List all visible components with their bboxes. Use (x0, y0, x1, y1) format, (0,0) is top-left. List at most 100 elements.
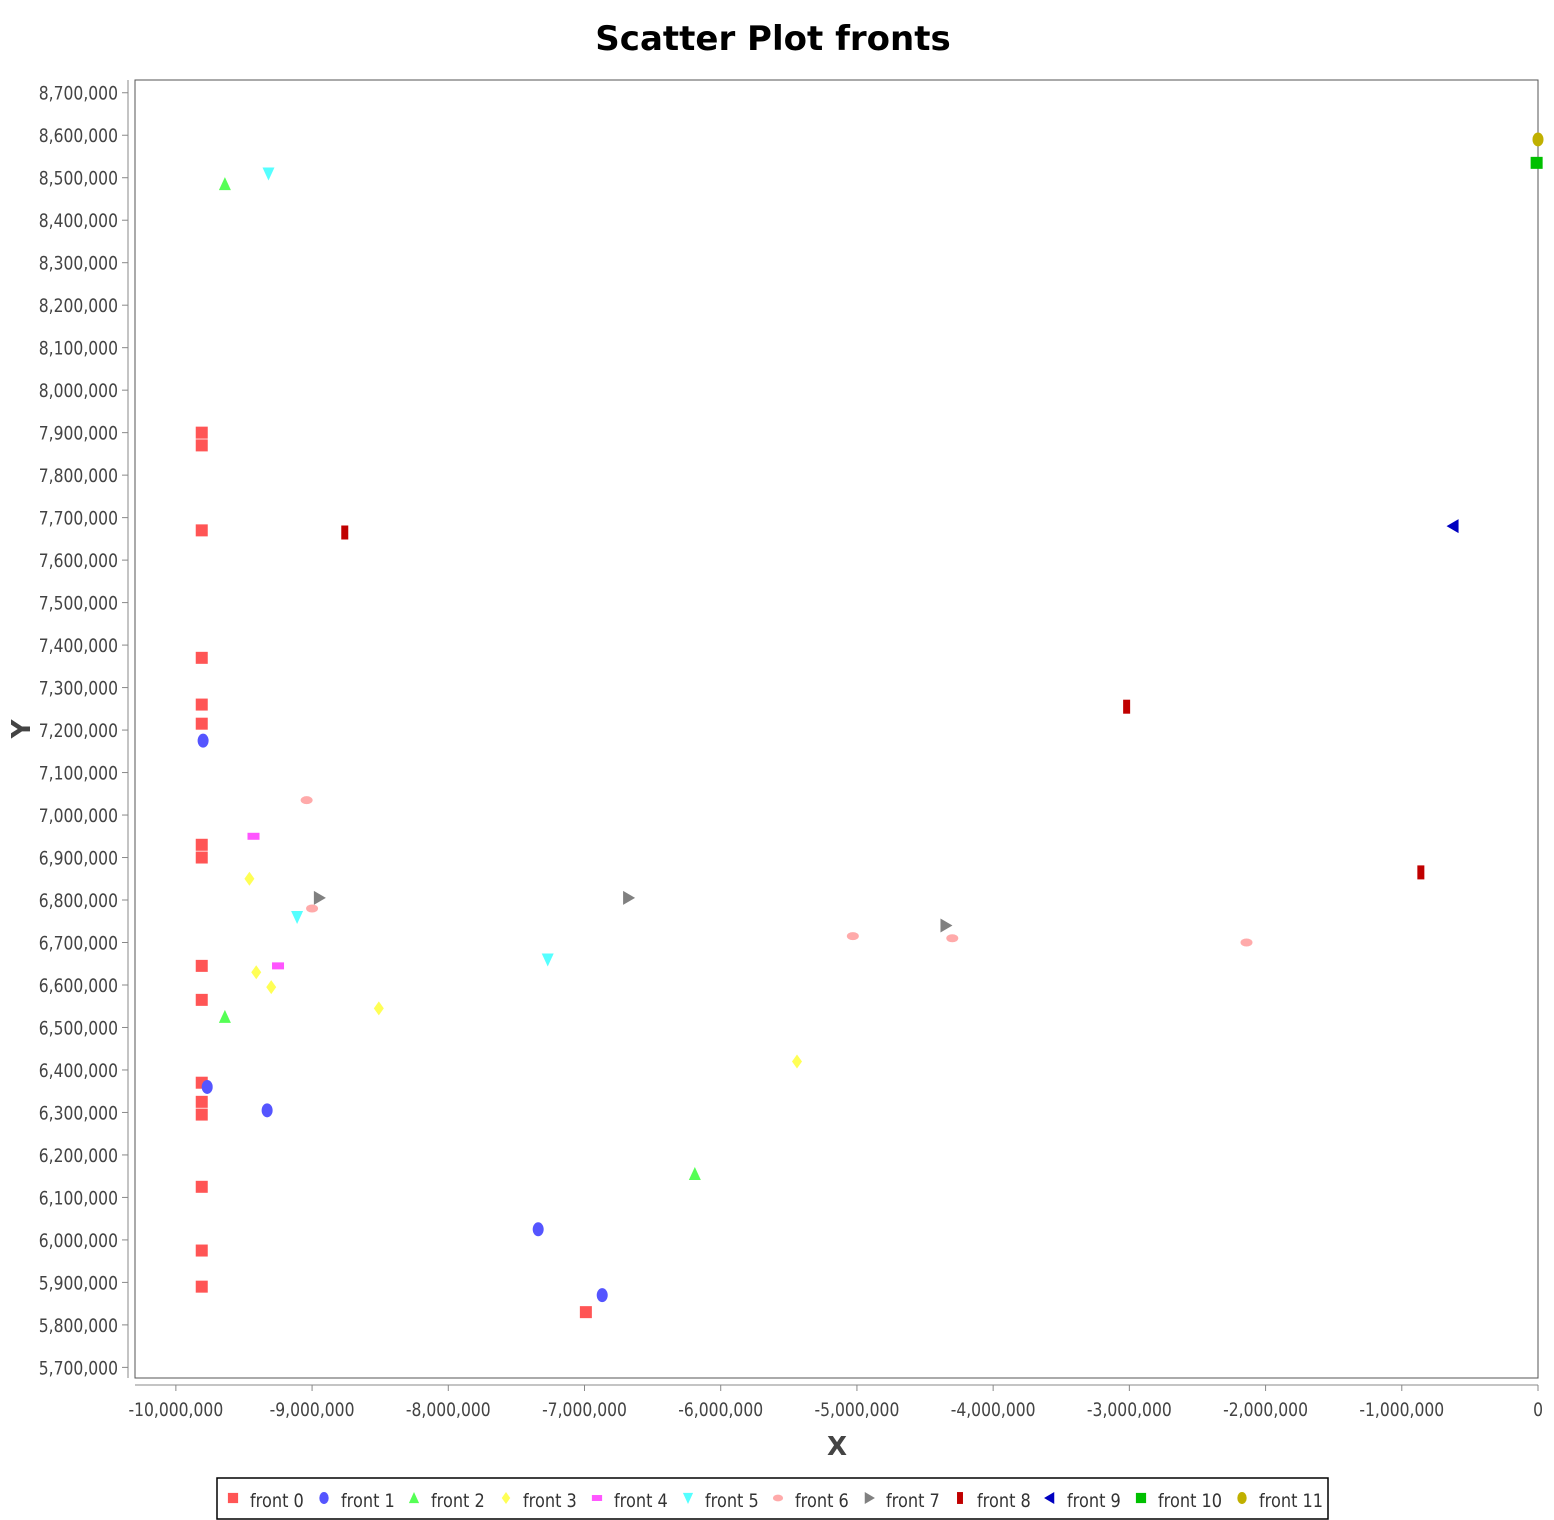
series-front-7 (313, 890, 953, 933)
legend-item: front 1 (319, 1491, 395, 1513)
legend-label: front 2 (431, 1491, 485, 1513)
data-point (195, 651, 208, 664)
legend: front 0 front 1 front 2 front 3 front 4 front… (216, 1477, 1329, 1520)
series-front-10 (1530, 156, 1543, 169)
plot-area (134, 79, 1539, 1379)
data-point (306, 904, 319, 913)
y-tick-label: 8,400,000 (39, 211, 118, 233)
legend-label: front 7 (886, 1491, 940, 1513)
legend-label: front 10 (1158, 1491, 1222, 1513)
legend-item: front 0 (227, 1491, 304, 1513)
series-front-11 (1532, 132, 1544, 147)
series-front-5 (262, 167, 554, 967)
y-tick-label: 7,900,000 (39, 423, 118, 445)
y-tick-label: 7,700,000 (39, 508, 118, 530)
y-tick-label: 5,800,000 (39, 1315, 118, 1337)
legend-item: front 9 (1044, 1491, 1121, 1513)
legend-label: front 1 (341, 1491, 395, 1513)
data-point (532, 1222, 544, 1237)
legend-marker (772, 1494, 784, 1502)
data-point (623, 890, 636, 905)
series-front-8 (341, 525, 1425, 880)
data-point (291, 911, 304, 925)
data-point (197, 733, 209, 748)
x-tick-label: -6,000,000 (678, 1400, 763, 1422)
legend-label: front 9 (1067, 1491, 1121, 1513)
x-tick-label: -3,000,000 (1087, 1400, 1172, 1422)
y-tick-label: 7,800,000 (39, 466, 118, 488)
legend-marker (227, 1492, 239, 1504)
data-point (846, 932, 859, 941)
data-point (1532, 132, 1544, 147)
legend-label: front 5 (705, 1491, 759, 1513)
chart-title: Scatter Plot fronts (595, 19, 950, 59)
legend-label: front 6 (795, 1491, 849, 1513)
data-point (195, 1180, 208, 1193)
y-tick-label: 6,000,000 (39, 1231, 118, 1253)
legend-label: front 8 (977, 1491, 1031, 1513)
series-front-2 (218, 177, 701, 1181)
y-tick-label: 8,500,000 (39, 168, 118, 190)
series-front-1 (197, 733, 608, 1303)
x-tick-label: -10,000,000 (128, 1400, 223, 1422)
data-point (195, 1244, 208, 1257)
legend-item: front 2 (408, 1491, 485, 1513)
data-point (201, 1079, 213, 1094)
data-markers (195, 132, 1544, 1319)
data-point (195, 993, 208, 1006)
y-tick-label: 8,000,000 (39, 381, 118, 403)
x-tick-label: -2,000,000 (1223, 1400, 1308, 1422)
data-point (596, 1288, 608, 1303)
y-tick-label: 7,200,000 (39, 721, 118, 743)
x-tick-label: 0 (1533, 1400, 1543, 1422)
legend-marker (1237, 1492, 1247, 1504)
data-point (1417, 865, 1425, 880)
y-tick-label: 6,100,000 (39, 1188, 118, 1210)
legend-marker (682, 1492, 694, 1504)
legend-marker (1135, 1492, 1147, 1504)
data-point (1123, 699, 1131, 714)
y-tick-label: 7,600,000 (39, 551, 118, 573)
data-point (244, 871, 255, 886)
data-point (940, 918, 953, 933)
data-point (1446, 519, 1459, 534)
data-point (791, 1054, 802, 1069)
legend-label: front 3 (523, 1491, 577, 1513)
y-axis: 5,700,000 5,800,000 5,900,000 6,000,000 6,10… (39, 80, 129, 1380)
y-tick-label: 6,800,000 (39, 891, 118, 913)
series-front-4 (247, 832, 285, 970)
x-tick-label: -1,000,000 (1359, 1400, 1444, 1422)
x-tick-label: -8,000,000 (406, 1400, 491, 1422)
data-point (195, 1108, 208, 1121)
x-tick-label: -5,000,000 (815, 1400, 900, 1422)
y-tick-label: 6,600,000 (39, 976, 118, 998)
y-tick-label: 6,500,000 (39, 1018, 118, 1040)
data-point (300, 796, 313, 805)
y-tick-label: 7,400,000 (39, 636, 118, 658)
data-point (218, 1009, 231, 1023)
x-tick-label: -4,000,000 (951, 1400, 1036, 1422)
data-point (195, 439, 208, 452)
data-point (195, 838, 208, 851)
legend-marker (957, 1492, 963, 1504)
data-point (195, 1280, 208, 1293)
series-front-3 (244, 871, 802, 1069)
legend-item: front 6 (772, 1491, 849, 1513)
y-tick-label: 7,000,000 (39, 806, 118, 828)
y-tick-label: 6,200,000 (39, 1146, 118, 1168)
data-point (313, 890, 326, 905)
legend-label: front 11 (1259, 1491, 1323, 1513)
data-point (579, 1306, 592, 1319)
legend-marker (319, 1492, 329, 1504)
legend-label: front 0 (250, 1491, 304, 1513)
y-tick-label: 7,500,000 (39, 593, 118, 615)
data-point (261, 1103, 273, 1118)
legend-item: front 5 (682, 1491, 759, 1513)
y-tick-label: 5,900,000 (39, 1273, 118, 1295)
data-point (195, 426, 208, 439)
y-tick-label: 6,400,000 (39, 1061, 118, 1083)
data-point (195, 851, 208, 864)
y-tick-label: 6,300,000 (39, 1103, 118, 1125)
series-front-6 (300, 796, 1253, 947)
